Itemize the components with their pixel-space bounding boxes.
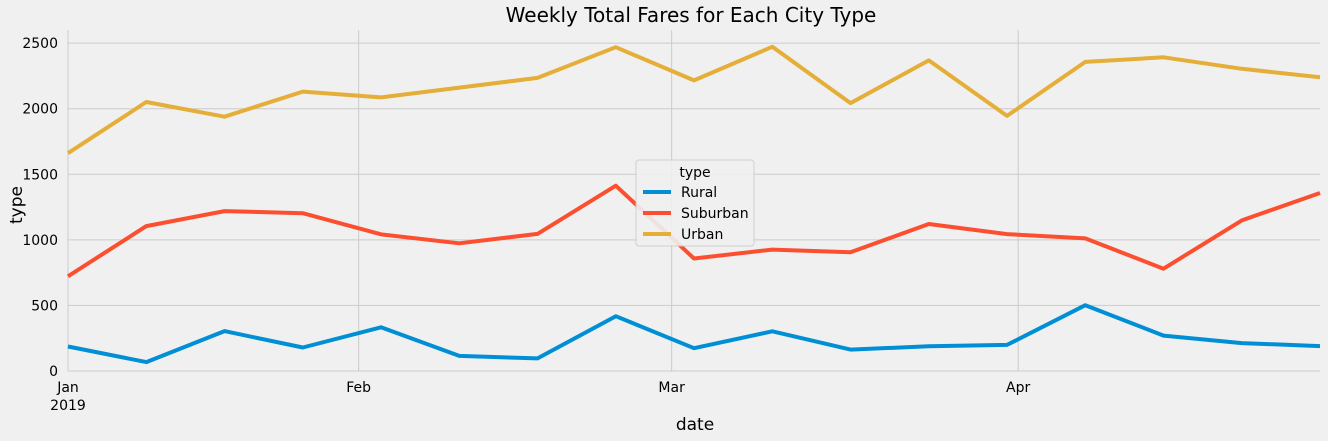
y-axis-label: type — [7, 186, 27, 224]
y-tick-label: 1500 — [22, 167, 58, 183]
legend-label-suburban: Suburban — [681, 206, 749, 222]
series-line-urban — [66, 44, 1321, 155]
x-tick-label: Jan — [56, 380, 79, 396]
y-tick-label: 1000 — [22, 233, 58, 249]
x-axis-label: date — [676, 415, 714, 435]
series-rural — [67, 303, 1321, 365]
x-tick-label: Apr — [1006, 380, 1030, 396]
y-tick-label: 2500 — [22, 36, 58, 52]
legend-title: type — [679, 165, 710, 181]
x-tick-sublabel: 2019 — [50, 398, 86, 414]
legend-label-rural: Rural — [681, 185, 717, 201]
series-line-rural — [67, 303, 1321, 365]
chart-title: Weekly Total Fares for Each City Type — [506, 3, 877, 27]
x-tick-label: Mar — [658, 380, 685, 396]
y-tick-label: 500 — [31, 298, 58, 314]
x-axis-ticks: Jan 2019 Feb Mar Apr — [50, 380, 1030, 414]
series-lines — [66, 44, 1321, 365]
y-axis-ticks: 0 500 1000 1500 2000 2500 — [22, 36, 58, 380]
legend-label-urban: Urban — [681, 227, 723, 243]
legend-box — [635, 159, 755, 247]
x-tick-label: Feb — [346, 380, 371, 396]
y-tick-label: 2000 — [22, 102, 58, 118]
series-suburban — [66, 183, 1321, 278]
legend: type Rural Suburban Urban — [635, 159, 755, 247]
series-urban — [66, 44, 1321, 155]
y-tick-label: 0 — [49, 364, 58, 380]
